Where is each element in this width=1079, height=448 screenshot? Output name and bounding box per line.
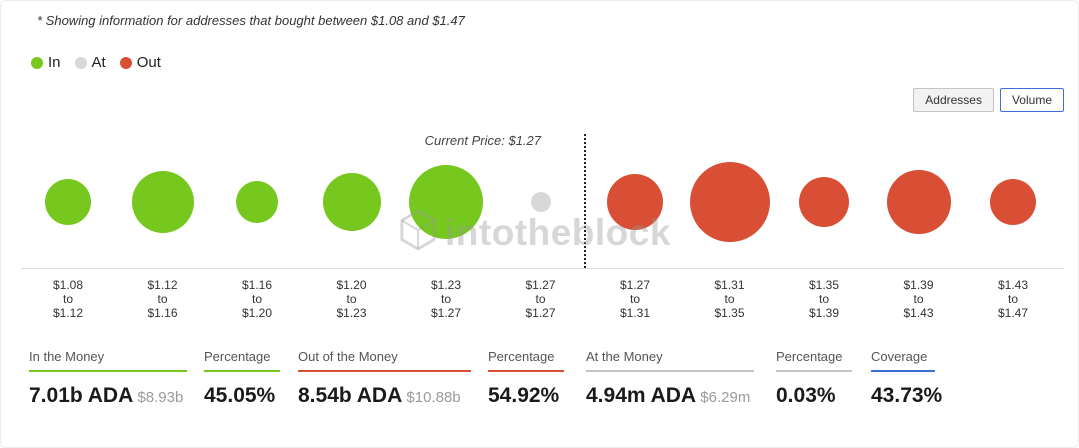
stat-header: Coverage	[871, 349, 928, 364]
bubble-at-$1.27-$1.27[interactable]	[530, 192, 551, 212]
tick-label-$1.08-$1.12: $1.08 to $1.12	[52, 278, 84, 320]
stat-header: At the Money	[586, 349, 663, 364]
stat-3-percentage: Percentage 54.92%	[488, 349, 564, 408]
bubble-chart: Current Price: $1.27 intotheblock $1.08 t…	[1, 121, 1078, 331]
stat-underline	[298, 370, 471, 372]
tick-label-$1.39-$1.43: $1.39 to $1.43	[903, 278, 934, 320]
bubble-in-$1.16-$1.20[interactable]	[236, 181, 278, 223]
tick-label-$1.31-$1.35: $1.31 to $1.35	[714, 278, 745, 320]
stat-value: 4.94m ADA $6.29m	[586, 384, 751, 407]
legend-label: In	[48, 54, 61, 71]
stat-subvalue: $8.93b	[133, 389, 184, 406]
stat-header: In the Money	[29, 349, 105, 364]
tick-label-$1.16-$1.20: $1.16 to $1.20	[241, 278, 273, 320]
legend-item-out: Out	[119, 54, 161, 71]
addresses-button[interactable]: Addresses	[913, 88, 994, 112]
current-price-line	[584, 134, 586, 268]
stat-1-percentage: Percentage 45.05%	[204, 349, 280, 408]
stat-5-percentage: Percentage 0.03%	[776, 349, 852, 408]
stat-subvalue: $10.88b	[402, 389, 461, 406]
legend-dot-in	[31, 56, 43, 69]
stat-underline	[29, 370, 187, 372]
stat-6-coverage: Coverage 43.73%	[871, 349, 943, 408]
bubble-out-$1.27-$1.31[interactable]	[607, 174, 663, 230]
tick-label-$1.43-$1.47: $1.43 to $1.47	[997, 278, 1029, 320]
stat-underline	[776, 370, 852, 372]
bubble-in-$1.12-$1.16[interactable]	[131, 171, 194, 233]
stat-4-at-the-money: At the Money 4.94m ADA $6.29m	[586, 349, 754, 408]
filter-note: * Showing information for addresses that…	[37, 13, 465, 28]
stat-value: 7.01b ADA $8.93b	[29, 384, 184, 407]
stat-underline	[586, 370, 754, 372]
bubble-in-$1.20-$1.23[interactable]	[322, 173, 381, 231]
stat-value: 43.73%	[871, 384, 943, 407]
stat-value: 45.05%	[204, 384, 276, 407]
current-price-label: Current Price: $1.27	[424, 133, 541, 148]
legend-item-at: At	[74, 54, 106, 71]
stat-0-in-the-money: In the Money 7.01b ADA $8.93b	[29, 349, 187, 408]
bubble-in-$1.23-$1.27[interactable]	[409, 165, 483, 239]
tick-label-$1.27-$1.27: $1.27 to $1.27	[525, 278, 556, 320]
stat-header: Percentage	[776, 349, 843, 364]
tick-label-$1.35-$1.39: $1.35 to $1.39	[808, 278, 840, 320]
tick-label-$1.27-$1.31: $1.27 to $1.31	[619, 278, 651, 320]
stat-subvalue: $6.29m	[696, 389, 751, 406]
bubble-out-$1.35-$1.39[interactable]	[799, 177, 849, 227]
stat-value: 54.92%	[488, 384, 560, 407]
tick-label-$1.12-$1.16: $1.12 to $1.16	[147, 278, 178, 320]
view-toggle: Addresses Volume	[913, 88, 1064, 112]
legend-label: Out	[136, 54, 161, 71]
stat-header: Percentage	[204, 349, 271, 364]
stat-value: 0.03%	[776, 384, 836, 407]
tick-label-$1.20-$1.23: $1.20 to $1.23	[336, 278, 367, 320]
stat-header: Percentage	[488, 349, 555, 364]
legend: In At Out	[31, 54, 161, 71]
x-axis-line	[21, 268, 1064, 269]
stat-header: Out of the Money	[298, 349, 398, 364]
bubble-out-$1.43-$1.47[interactable]	[990, 179, 1036, 225]
stats-row: In the Money 7.01b ADA $8.93b Percentage 45…	[1, 349, 1078, 439]
legend-dot-out	[119, 56, 132, 69]
tick-label-$1.23-$1.27: $1.23 to $1.27	[430, 278, 462, 320]
stat-2-out-of-the-money: Out of the Money 8.54b ADA $10.88b	[298, 349, 471, 408]
stat-underline	[204, 370, 280, 372]
bubble-out-$1.31-$1.35[interactable]	[689, 162, 770, 242]
volume-button[interactable]: Volume	[999, 88, 1064, 112]
legend-item-in: In	[31, 54, 61, 71]
bubble-out-$1.39-$1.43[interactable]	[886, 170, 951, 234]
stat-value: 8.54b ADA $10.88b	[298, 384, 461, 407]
stat-underline	[488, 370, 564, 372]
legend-label: At	[91, 54, 106, 71]
bubble-in-$1.08-$1.12[interactable]	[45, 179, 91, 225]
legend-dot-at	[74, 56, 87, 69]
stat-underline	[871, 370, 935, 372]
